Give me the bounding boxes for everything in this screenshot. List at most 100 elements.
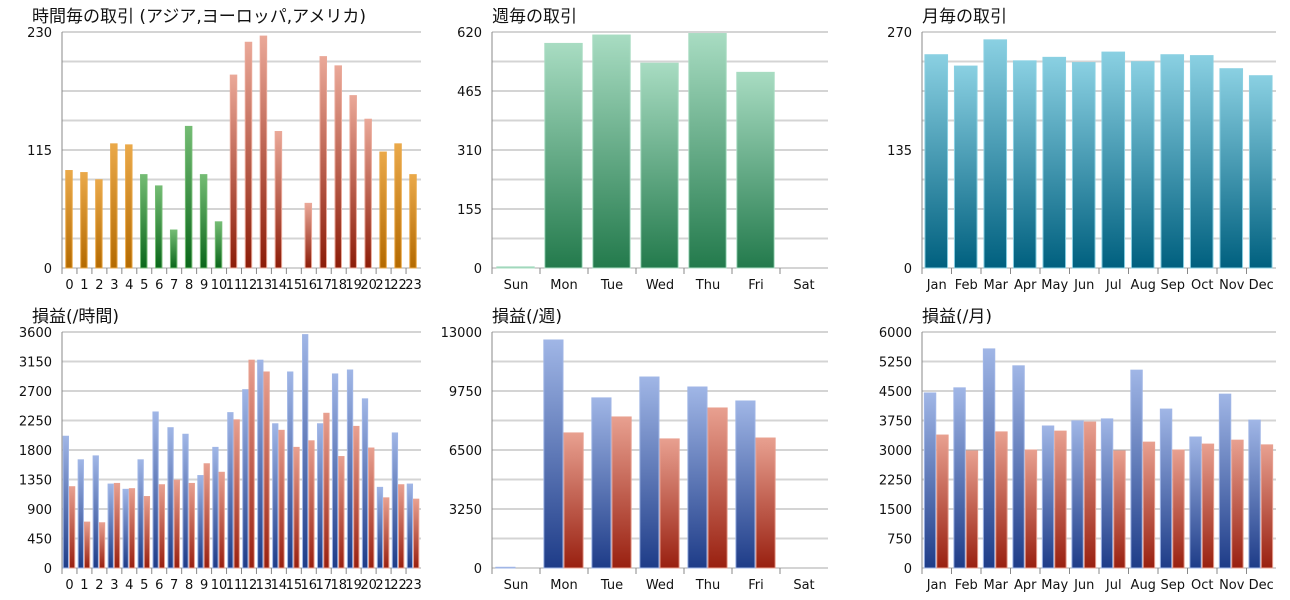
bar-profit-Oct bbox=[1189, 436, 1202, 569]
bar-loss-2 bbox=[98, 522, 106, 569]
x-tick-label: Fri bbox=[748, 278, 764, 293]
y-tick-label: 1800 bbox=[19, 444, 52, 459]
bar-profit-Jun bbox=[1071, 420, 1084, 569]
weekly-pnl-chart: 損益(/週) 0 3250 6500 9750 13000 Sun Mon Tue Wed Thu F… bbox=[430, 300, 860, 600]
monthly-trades-chart: 月毎の取引 0 135 270 Jan Feb Mar Apr May Jun Jul Aug Sep O… bbox=[860, 0, 1290, 300]
x-tick-label: 5 bbox=[140, 578, 148, 593]
bar-profit-13 bbox=[257, 359, 264, 569]
x-tick-label: Mon bbox=[550, 578, 577, 593]
bar-trades-Nov bbox=[1219, 68, 1244, 269]
x-tick-label: 21 bbox=[375, 278, 392, 293]
bar-profit-11 bbox=[227, 412, 234, 569]
x-tick-label: 10 bbox=[211, 278, 228, 293]
y-tick-label: 900 bbox=[27, 503, 52, 518]
bar-trades-8 bbox=[184, 125, 193, 269]
x-tick-label: Nov bbox=[1219, 278, 1245, 293]
x-tick-label: Sep bbox=[1160, 278, 1185, 293]
bar-trades-Wed bbox=[640, 62, 679, 269]
chart-svg: 0 750 1500 2250 3000 3750 4500 5250 6000 Jan Feb Ma… bbox=[879, 326, 1276, 593]
bar-profit-Sun bbox=[495, 566, 516, 569]
y-tick-label: 3250 bbox=[449, 503, 482, 518]
bar-loss-8 bbox=[188, 482, 195, 569]
bar-profit-23 bbox=[406, 483, 414, 569]
bar-loss-Sep bbox=[1172, 449, 1185, 569]
x-tick-label: Nov bbox=[1219, 578, 1245, 593]
y-tick-label: 155 bbox=[457, 203, 482, 218]
x-tick-label: Tue bbox=[600, 278, 623, 293]
x-tick-label: 11 bbox=[226, 278, 243, 293]
bar-loss-Apr bbox=[1024, 449, 1038, 569]
weekly-trades-chart: 週毎の取引 0 155 310 465 620 Sun Mon Tue Wed Thu Fri Sat bbox=[430, 0, 860, 300]
bar-profit-4 bbox=[122, 488, 129, 569]
bar-loss-13 bbox=[263, 371, 270, 569]
x-tick-label: 13 bbox=[256, 278, 273, 293]
chart-svg: 0 135 270 Jan Feb Mar Apr May Jun Jul Aug Sep Oct Nov… bbox=[887, 26, 1276, 293]
bar-profit-Feb bbox=[953, 387, 966, 569]
x-tick-label: Mar bbox=[983, 278, 1008, 293]
y-tick-label: 3000 bbox=[879, 444, 912, 459]
x-tick-label: 20 bbox=[360, 578, 377, 593]
bar-trades-9 bbox=[199, 174, 208, 269]
bar-profit-Aug bbox=[1130, 369, 1143, 569]
x-tick-label: Fri bbox=[748, 578, 764, 593]
bar-trades-Thu bbox=[688, 33, 727, 269]
x-tick-label: 23 bbox=[405, 278, 422, 293]
y-tick-label: 0 bbox=[474, 262, 482, 277]
bar-profit-9 bbox=[197, 475, 204, 569]
bar-loss-5 bbox=[143, 496, 151, 569]
bar-loss-Nov bbox=[1231, 439, 1244, 569]
x-tick-label: 9 bbox=[200, 278, 208, 293]
x-tick-label: 7 bbox=[170, 278, 178, 293]
x-tick-label: Tue bbox=[600, 578, 623, 593]
bar-profit-Mon bbox=[543, 339, 564, 569]
x-tick-label: 3 bbox=[110, 578, 118, 593]
x-tick-label: 15 bbox=[286, 278, 303, 293]
bar-loss-12 bbox=[248, 359, 255, 569]
bar-profit-14 bbox=[272, 423, 279, 569]
x-tick-label: 6 bbox=[155, 578, 163, 593]
y-tick-label: 450 bbox=[27, 533, 52, 548]
bar-trades-Oct bbox=[1189, 55, 1214, 269]
y-tick-label: 465 bbox=[457, 85, 482, 100]
y-tick-label: 1500 bbox=[879, 503, 912, 518]
bar-profit-3 bbox=[107, 483, 114, 569]
y-tick-label: 2250 bbox=[19, 415, 52, 430]
bar-trades-22 bbox=[394, 143, 402, 269]
y-tick-label: 0 bbox=[904, 562, 912, 577]
bar-loss-20 bbox=[368, 447, 375, 569]
bar-loss-22 bbox=[398, 484, 405, 569]
x-tick-label: 19 bbox=[345, 578, 362, 593]
bar-profit-21 bbox=[376, 486, 384, 569]
x-tick-label: 18 bbox=[330, 278, 347, 293]
chart-title: 損益(/週) bbox=[492, 307, 562, 327]
x-tick-label: Thu bbox=[695, 578, 720, 593]
bar-loss-Dec bbox=[1260, 444, 1274, 569]
y-tick-label: 4500 bbox=[879, 385, 912, 400]
x-tick-label: May bbox=[1041, 578, 1068, 593]
bar-profit-17 bbox=[316, 423, 324, 569]
bar-trades-1 bbox=[80, 172, 88, 269]
x-tick-label: 6 bbox=[155, 278, 163, 293]
x-tick-label: Oct bbox=[1191, 278, 1213, 293]
x-tick-label: Jan bbox=[926, 278, 947, 293]
bar-loss-Wed bbox=[659, 438, 680, 569]
bar-trades-Feb bbox=[953, 65, 978, 269]
bar-profit-May bbox=[1041, 425, 1055, 569]
bar-profit-19 bbox=[346, 369, 354, 569]
y-tick-label: 0 bbox=[474, 562, 482, 577]
y-tick-label: 620 bbox=[457, 26, 482, 41]
x-tick-label: May bbox=[1041, 278, 1068, 293]
bar-loss-1 bbox=[83, 521, 91, 569]
bar-trades-14 bbox=[274, 131, 283, 269]
bar-trades-19 bbox=[349, 95, 357, 269]
monthly-pnl-chart: 損益(/月) 0 750 1500 2250 3000 3750 4500 5250 6000 Ja… bbox=[860, 300, 1290, 600]
x-tick-label: Wed bbox=[646, 578, 674, 593]
x-tick-label: Jul bbox=[1105, 278, 1122, 293]
bar-trades-6 bbox=[154, 185, 163, 269]
bar-loss-Jan bbox=[936, 434, 949, 569]
x-tick-label: Feb bbox=[955, 278, 978, 293]
x-tick-label: 0 bbox=[65, 278, 73, 293]
bar-loss-23 bbox=[413, 498, 420, 569]
bar-trades-17 bbox=[319, 56, 328, 269]
